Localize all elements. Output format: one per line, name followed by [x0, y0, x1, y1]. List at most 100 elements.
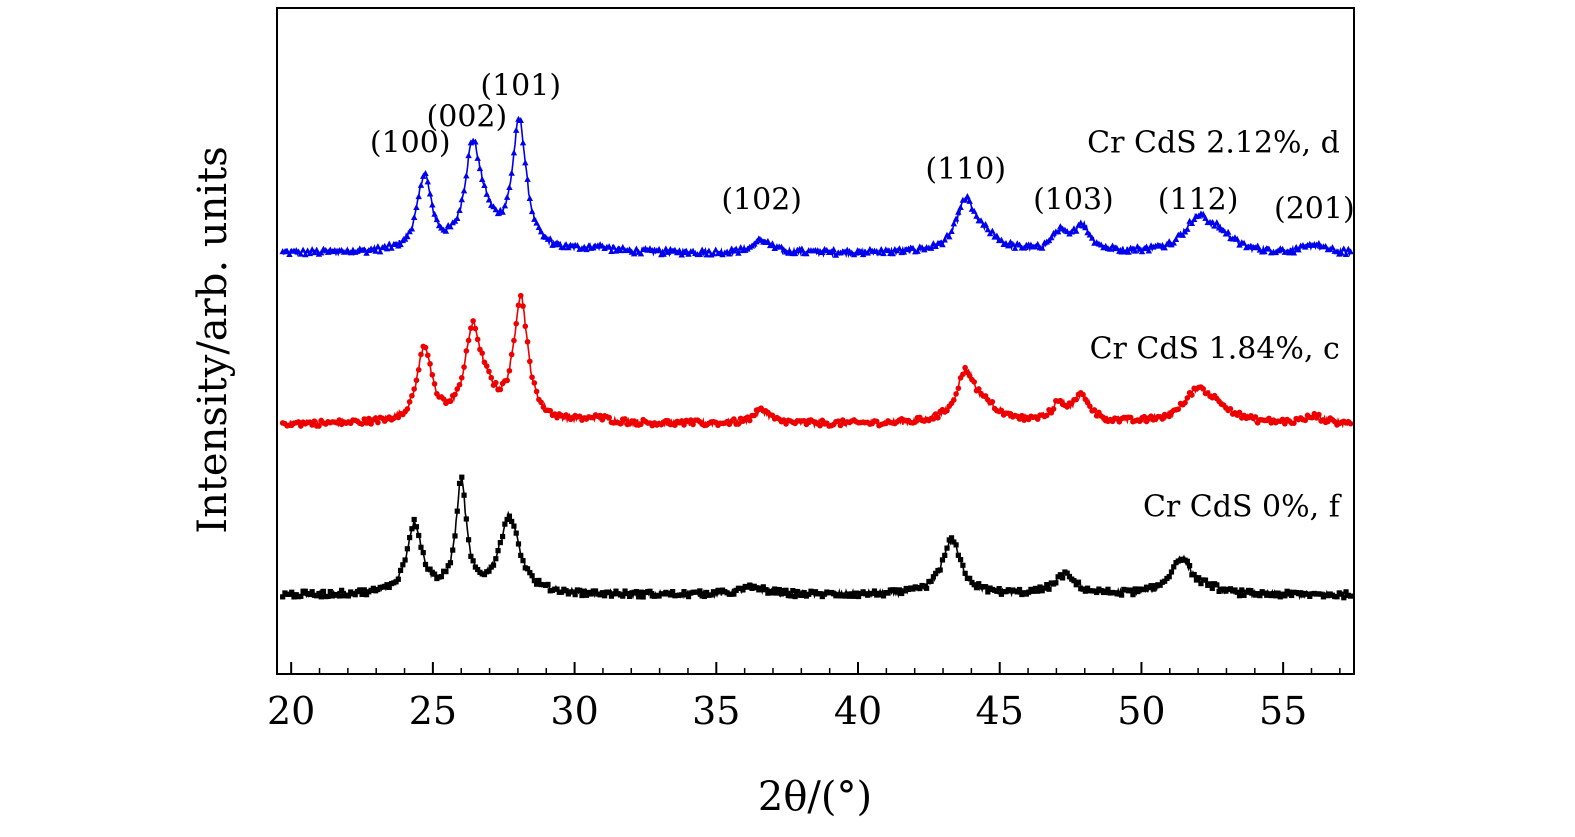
data-point — [973, 585, 980, 591]
data-point — [1057, 572, 1063, 578]
data-point — [998, 407, 1005, 414]
data-point — [998, 236, 1005, 243]
data-point — [1279, 416, 1286, 423]
data-point — [1341, 595, 1347, 601]
data-point — [1273, 593, 1279, 599]
data-point — [476, 165, 484, 172]
data-point — [481, 181, 488, 188]
series-cr-cds-2-12-d — [279, 115, 1354, 259]
data-point — [454, 508, 460, 514]
data-point — [470, 558, 476, 564]
data-point — [967, 575, 973, 581]
plot-frame — [276, 7, 1355, 675]
data-point — [880, 593, 887, 599]
data-point — [320, 588, 327, 594]
data-point — [1295, 246, 1302, 253]
data-point — [1043, 412, 1050, 419]
data-point — [366, 415, 372, 422]
data-point — [1290, 249, 1298, 256]
data-point — [994, 588, 1000, 594]
data-point — [636, 594, 642, 600]
data-point — [454, 214, 461, 221]
data-point — [851, 593, 857, 599]
data-point — [339, 587, 345, 593]
data-point — [853, 590, 859, 596]
data-point — [679, 592, 685, 598]
data-point — [1200, 386, 1207, 392]
data-point — [1291, 420, 1297, 426]
peak-label: (102) — [721, 183, 802, 218]
data-point — [404, 406, 411, 412]
data-point — [783, 587, 789, 593]
data-point — [1234, 589, 1240, 595]
data-point — [962, 364, 968, 371]
data-point — [522, 323, 529, 330]
x-tick-label-20: 20 — [267, 689, 315, 733]
data-point — [531, 215, 538, 222]
data-point — [413, 203, 420, 210]
data-point — [971, 207, 978, 214]
data-point — [690, 421, 696, 428]
data-point — [912, 419, 919, 425]
data-point — [1175, 406, 1182, 412]
data-point — [792, 593, 798, 600]
data-point — [289, 589, 295, 595]
data-point — [547, 235, 554, 242]
data-point — [909, 244, 917, 251]
data-point — [1318, 591, 1324, 597]
data-point — [318, 594, 324, 600]
data-point — [524, 339, 531, 345]
data-point — [1088, 234, 1096, 241]
peak-label: (101) — [480, 69, 561, 104]
data-point — [1334, 594, 1340, 600]
data-point — [1019, 412, 1025, 419]
data-point — [932, 242, 939, 249]
data-point — [415, 193, 422, 200]
data-point — [397, 241, 404, 248]
data-point — [397, 567, 404, 574]
data-point — [511, 523, 517, 529]
data-point — [1035, 588, 1041, 594]
peak-label: (112) — [1158, 183, 1239, 218]
data-point — [697, 588, 703, 594]
data-point — [383, 245, 391, 252]
data-point — [468, 325, 474, 331]
data-point — [791, 250, 799, 257]
data-point — [502, 521, 508, 527]
data-point — [899, 590, 905, 597]
data-point — [357, 587, 363, 593]
data-point — [896, 587, 902, 593]
data-point — [638, 421, 644, 428]
data-point — [914, 247, 921, 254]
data-point — [316, 423, 322, 429]
data-point — [475, 566, 481, 573]
data-point — [885, 590, 891, 596]
data-point — [794, 588, 800, 595]
data-point — [681, 422, 687, 428]
data-point — [799, 592, 805, 598]
data-point — [985, 589, 991, 595]
data-point — [535, 223, 543, 230]
data-point — [1338, 249, 1345, 256]
data-point — [440, 396, 447, 402]
data-point — [611, 591, 617, 597]
data-point — [889, 250, 896, 257]
data-point — [620, 593, 626, 599]
data-point — [958, 557, 964, 563]
data-point — [407, 534, 413, 541]
data-point — [640, 594, 646, 600]
data-point — [704, 589, 710, 596]
data-point — [520, 558, 526, 564]
data-point — [588, 591, 594, 597]
data-point — [529, 573, 535, 579]
data-point — [429, 372, 436, 378]
data-point — [474, 336, 481, 343]
data-point — [955, 552, 961, 558]
data-point — [708, 592, 714, 598]
data-point — [930, 416, 937, 422]
series-label: Cr CdS 1.84%, c — [1090, 332, 1340, 367]
data-point — [1039, 588, 1045, 594]
data-point — [422, 561, 429, 568]
data-point — [769, 240, 776, 247]
